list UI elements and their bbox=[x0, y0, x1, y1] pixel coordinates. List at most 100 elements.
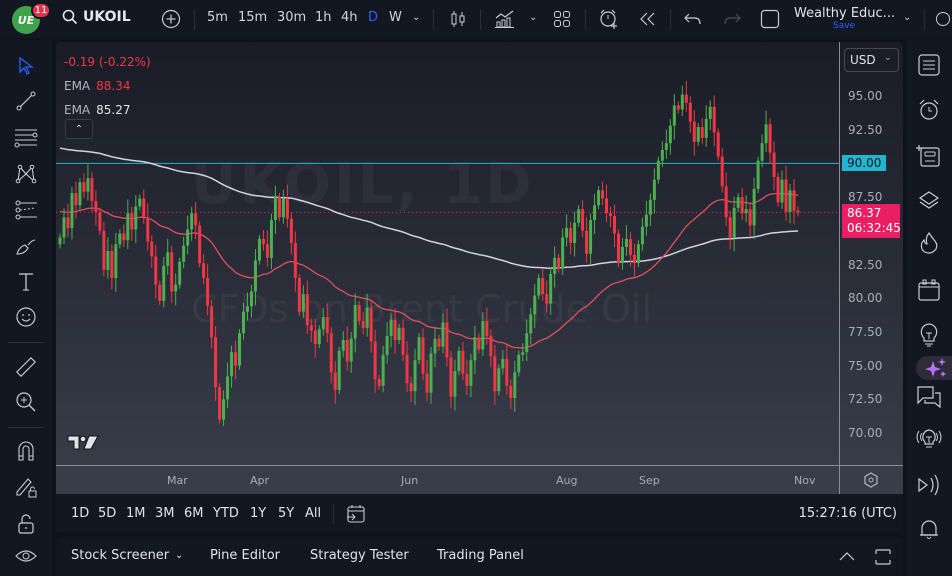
candle-body bbox=[94, 201, 98, 212]
tradingview-logo[interactable] bbox=[67, 434, 99, 452]
price-tick: 72.50 bbox=[848, 392, 883, 406]
ai-assistant-button[interactable] bbox=[916, 356, 952, 380]
timeframe-5m[interactable]: 5m bbox=[207, 10, 228, 25]
hotlists-button[interactable] bbox=[914, 228, 944, 258]
range-3m[interactable]: 3M bbox=[155, 506, 175, 521]
tab-stock-screener[interactable]: Stock Screener bbox=[71, 548, 170, 563]
text-tool[interactable] bbox=[12, 268, 40, 296]
expand-panel-button[interactable] bbox=[838, 550, 856, 562]
layout-grid-button[interactable] bbox=[552, 9, 572, 29]
timeframe-dropdown-chevron-icon[interactable]: ⌄ bbox=[412, 12, 421, 23]
lock-all-tool[interactable] bbox=[12, 510, 40, 538]
fullscreen-toggle-button[interactable] bbox=[760, 9, 780, 29]
compare-symbol-button[interactable] bbox=[160, 8, 182, 30]
candle-body bbox=[597, 190, 601, 206]
symbol-search-button[interactable]: UKOIL bbox=[62, 9, 131, 25]
candle-body bbox=[628, 238, 632, 256]
stock-screener-chevron-icon[interactable]: ⌄ bbox=[175, 550, 184, 561]
object-tree-button[interactable] bbox=[914, 140, 944, 170]
candle-body bbox=[98, 211, 102, 231]
alerts-button[interactable] bbox=[914, 95, 944, 125]
tab-trading-panel[interactable]: Trading Panel bbox=[437, 548, 524, 563]
quick-search-button[interactable] bbox=[934, 9, 952, 29]
timeframe-15m[interactable]: 15m bbox=[238, 10, 268, 25]
measure-tool[interactable] bbox=[12, 353, 40, 381]
zoom-in-tool[interactable] bbox=[12, 388, 40, 416]
timeframe-4h[interactable]: 4h bbox=[341, 10, 358, 25]
brush-tool[interactable] bbox=[12, 233, 40, 261]
chart-pane[interactable]: UKOIL, 1D CFDs on Brent Crude Oil -0.19 … bbox=[56, 42, 839, 465]
candle-body bbox=[732, 207, 736, 238]
timeframe-d[interactable]: D bbox=[368, 10, 379, 25]
candle-body bbox=[493, 356, 497, 392]
range-5y[interactable]: 5Y bbox=[278, 506, 295, 521]
candle-body bbox=[273, 197, 277, 221]
layers-button[interactable] bbox=[914, 185, 944, 215]
timezone-clock[interactable]: 15:27:16 (UTC) bbox=[798, 506, 897, 521]
time-scale[interactable]: Mar Apr Jun Aug Sep Nov bbox=[56, 465, 903, 494]
timeframe-30m[interactable]: 30m bbox=[277, 10, 307, 25]
magnet-mode-tool[interactable] bbox=[12, 437, 40, 465]
maximize-panel-button[interactable] bbox=[874, 548, 892, 566]
ideas-button[interactable] bbox=[914, 320, 944, 350]
candle-body bbox=[672, 105, 676, 126]
candle-body bbox=[772, 152, 776, 177]
emoji-tool[interactable] bbox=[12, 303, 40, 331]
candle-body bbox=[78, 182, 82, 206]
currency-select[interactable]: USD ⌄ bbox=[844, 48, 899, 72]
chart-settings-button[interactable] bbox=[862, 471, 880, 489]
lock-drawings-tool[interactable] bbox=[12, 473, 40, 501]
layout-dropdown-chevron-icon[interactable]: ⌄ bbox=[903, 12, 912, 23]
hide-drawings-tool[interactable] bbox=[12, 543, 40, 571]
price-scale[interactable]: USD ⌄ 95.00 92.50 87.50 82.50 80.00 77.50… bbox=[839, 42, 903, 465]
tab-pine-editor[interactable]: Pine Editor bbox=[210, 548, 281, 563]
forecasting-tool[interactable] bbox=[12, 196, 40, 224]
range-1y[interactable]: 1Y bbox=[250, 506, 267, 521]
replay-button[interactable] bbox=[638, 10, 658, 28]
range-1m[interactable]: 1M bbox=[126, 506, 146, 521]
go-to-date-button[interactable] bbox=[346, 504, 366, 524]
candle-body bbox=[473, 337, 477, 361]
ema-slow-label[interactable]: EMA bbox=[64, 103, 91, 117]
layout-name[interactable]: Wealthy Educ... bbox=[794, 6, 896, 21]
ema-fast-label[interactable]: EMA bbox=[64, 79, 91, 93]
tab-strategy-tester[interactable]: Strategy Tester bbox=[310, 548, 409, 563]
undo-button[interactable] bbox=[684, 10, 702, 28]
candle-body bbox=[549, 273, 553, 304]
timeframe-w[interactable]: W bbox=[389, 10, 402, 25]
replay-trading-button[interactable] bbox=[914, 470, 944, 500]
indicators-dropdown-chevron-icon[interactable]: ⌄ bbox=[529, 12, 538, 23]
notifications-button[interactable] bbox=[914, 514, 944, 544]
range-all[interactable]: All bbox=[305, 506, 322, 521]
range-ytd[interactable]: YTD bbox=[213, 506, 239, 521]
watchlist-button[interactable] bbox=[914, 50, 944, 80]
streams-button[interactable] bbox=[914, 425, 944, 455]
calendar-button[interactable] bbox=[914, 275, 944, 305]
range-5d[interactable]: 5D bbox=[98, 506, 117, 521]
trend-line-tool[interactable] bbox=[12, 87, 40, 115]
candle-body bbox=[158, 284, 162, 301]
range-6m[interactable]: 6M bbox=[184, 506, 204, 521]
range-1d[interactable]: 1D bbox=[71, 506, 90, 521]
pattern-tool[interactable] bbox=[12, 160, 40, 188]
candle-body bbox=[309, 325, 313, 331]
candle-body bbox=[720, 156, 724, 187]
candle-body bbox=[365, 307, 369, 328]
save-layout-link[interactable]: Save bbox=[833, 21, 856, 31]
indicators-button[interactable] bbox=[494, 8, 516, 30]
timeframe-1h[interactable]: 1h bbox=[315, 10, 332, 25]
candle-body bbox=[337, 350, 341, 390]
candle-body bbox=[760, 143, 764, 161]
candle-body bbox=[620, 246, 624, 264]
legend-collapse-button[interactable]: ⌃ bbox=[65, 119, 93, 139]
candle-body bbox=[449, 357, 453, 397]
chats-button[interactable] bbox=[914, 382, 944, 412]
redo-button[interactable] bbox=[723, 10, 741, 28]
candlestick-chart[interactable] bbox=[56, 42, 839, 465]
chart-type-button[interactable] bbox=[448, 9, 468, 29]
cursor-tool[interactable] bbox=[12, 52, 40, 80]
candle-body bbox=[393, 319, 397, 340]
fib-retracement-tool[interactable] bbox=[12, 123, 40, 151]
create-alert-button[interactable] bbox=[597, 7, 621, 31]
candle-body bbox=[541, 277, 545, 295]
